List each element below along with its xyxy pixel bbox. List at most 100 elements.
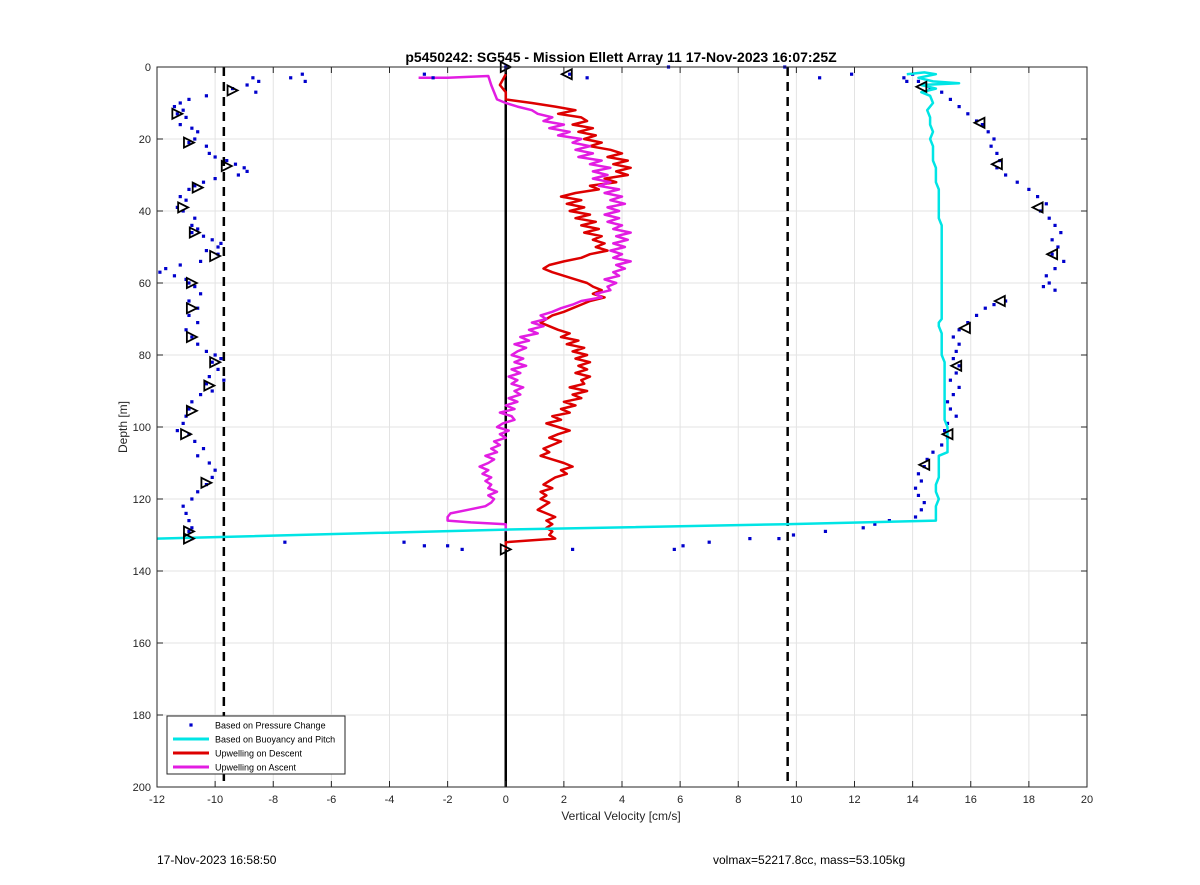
pressure-change-point xyxy=(198,292,203,296)
pressure-change-point xyxy=(983,306,987,310)
pressure-change-point xyxy=(193,216,197,220)
pressure-change-point xyxy=(213,468,217,472)
pressure-change-point xyxy=(1050,252,1054,256)
pressure-change-point xyxy=(187,519,191,523)
pressure-change-point xyxy=(181,421,185,425)
descent-marker xyxy=(191,181,205,195)
descent-marker xyxy=(220,159,234,173)
pressure-change-point xyxy=(672,547,676,551)
pressure-change-point xyxy=(172,105,177,109)
y-tick-label: 0 xyxy=(145,62,151,74)
pressure-change-point xyxy=(216,367,220,371)
pressure-change-point xyxy=(184,115,188,119)
pressure-change-point xyxy=(1047,281,1051,285)
y-tick-label: 140 xyxy=(133,566,151,578)
pressure-change-point xyxy=(1062,259,1066,263)
pressure-change-point xyxy=(957,364,961,368)
pressure-change-point xyxy=(245,169,249,173)
descent-marker xyxy=(499,542,513,556)
pressure-change-point xyxy=(951,357,955,361)
y-tick-label: 180 xyxy=(133,710,151,722)
pressure-change-point xyxy=(251,76,255,80)
pressure-change-point xyxy=(187,281,191,285)
pressure-change-point xyxy=(818,76,822,80)
y-tick-label: 80 xyxy=(139,350,151,362)
ascent-marker xyxy=(992,294,1006,308)
upwelling-descent-line xyxy=(498,73,632,550)
pressure-change-point xyxy=(681,544,685,548)
pressure-change-point xyxy=(919,479,923,483)
pressure-change-point xyxy=(989,144,993,148)
pressure-change-point xyxy=(823,529,828,533)
pressure-change-point xyxy=(460,547,464,551)
pressure-change-point xyxy=(216,245,220,249)
ascent-marker xyxy=(917,458,931,472)
pressure-change-point xyxy=(948,407,953,411)
x-tick-label: 20 xyxy=(1081,794,1093,806)
x-tick-label: 0 xyxy=(503,794,509,806)
pressure-change-point xyxy=(190,126,194,130)
ascent-marker xyxy=(940,427,954,441)
pressure-change-point xyxy=(957,328,961,332)
pressure-change-point xyxy=(158,270,162,274)
pressure-change-point xyxy=(213,353,217,357)
pressure-change-point xyxy=(219,357,223,361)
pressure-change-point xyxy=(980,123,984,127)
pressure-change-point xyxy=(201,234,206,238)
legend-label: Based on Buoyancy and Pitch xyxy=(215,735,335,745)
pressure-change-point xyxy=(300,72,304,76)
pressure-change-point xyxy=(225,159,229,163)
pressure-change-point xyxy=(1027,187,1031,191)
pressure-change-point xyxy=(213,155,217,159)
pressure-change-point xyxy=(242,166,246,170)
pressure-change-point xyxy=(992,303,996,307)
pressure-change-point xyxy=(219,241,223,245)
pressure-change-point xyxy=(204,144,209,148)
pressure-change-point xyxy=(431,76,435,80)
pressure-change-point xyxy=(196,342,200,346)
pressure-change-point xyxy=(1047,216,1051,220)
pressure-change-point xyxy=(748,537,752,541)
pressure-change-point xyxy=(422,72,426,76)
buoyancy-pitch-line xyxy=(156,71,961,540)
pressure-change-point xyxy=(190,223,194,227)
pressure-change-point xyxy=(1059,231,1063,235)
pressure-change-point xyxy=(181,504,185,508)
pressure-change-point xyxy=(1050,238,1054,242)
y-tick-label: 120 xyxy=(133,494,151,506)
pressure-change-point xyxy=(210,360,214,364)
legend-label: Upwelling on Descent xyxy=(215,749,303,759)
pressure-change-point xyxy=(245,83,249,87)
pressure-change-point xyxy=(919,508,923,512)
pressure-change-point xyxy=(303,79,307,83)
pressure-change-point xyxy=(196,227,200,231)
descent-marker xyxy=(183,524,196,538)
y-tick-label: 60 xyxy=(139,278,151,290)
pressure-change-point xyxy=(207,461,211,465)
pressure-change-point xyxy=(995,151,999,155)
x-tick-label: 10 xyxy=(790,794,802,806)
x-tick-label: -12 xyxy=(149,794,165,806)
x-tick-label: -2 xyxy=(443,794,453,806)
x-tick-label: 4 xyxy=(619,794,625,806)
pressure-change-point xyxy=(184,328,188,332)
legend-swatch-points xyxy=(189,723,193,727)
pressure-change-point xyxy=(1053,288,1057,292)
pressure-change-point xyxy=(916,493,921,497)
pressure-change-point xyxy=(422,544,426,548)
pressure-change-point xyxy=(1015,180,1019,184)
x-tick-label: 18 xyxy=(1023,794,1035,806)
y-tick-label: 100 xyxy=(133,422,151,434)
pressure-change-point xyxy=(178,263,182,267)
y-tick-label: 40 xyxy=(139,206,151,218)
pressure-change-point xyxy=(175,429,179,433)
pressure-change-point xyxy=(945,400,950,404)
descent-marker xyxy=(171,107,185,121)
legend-label: Based on Pressure Change xyxy=(215,721,326,731)
pressure-change-point xyxy=(974,313,979,317)
pressure-change-point xyxy=(164,267,168,271)
chart-title: p5450242: SG545 - Mission Ellett Array 1… xyxy=(405,49,837,65)
pressure-change-point xyxy=(954,349,958,353)
x-tick-label: 14 xyxy=(907,794,919,806)
pressure-change-point xyxy=(928,87,932,91)
